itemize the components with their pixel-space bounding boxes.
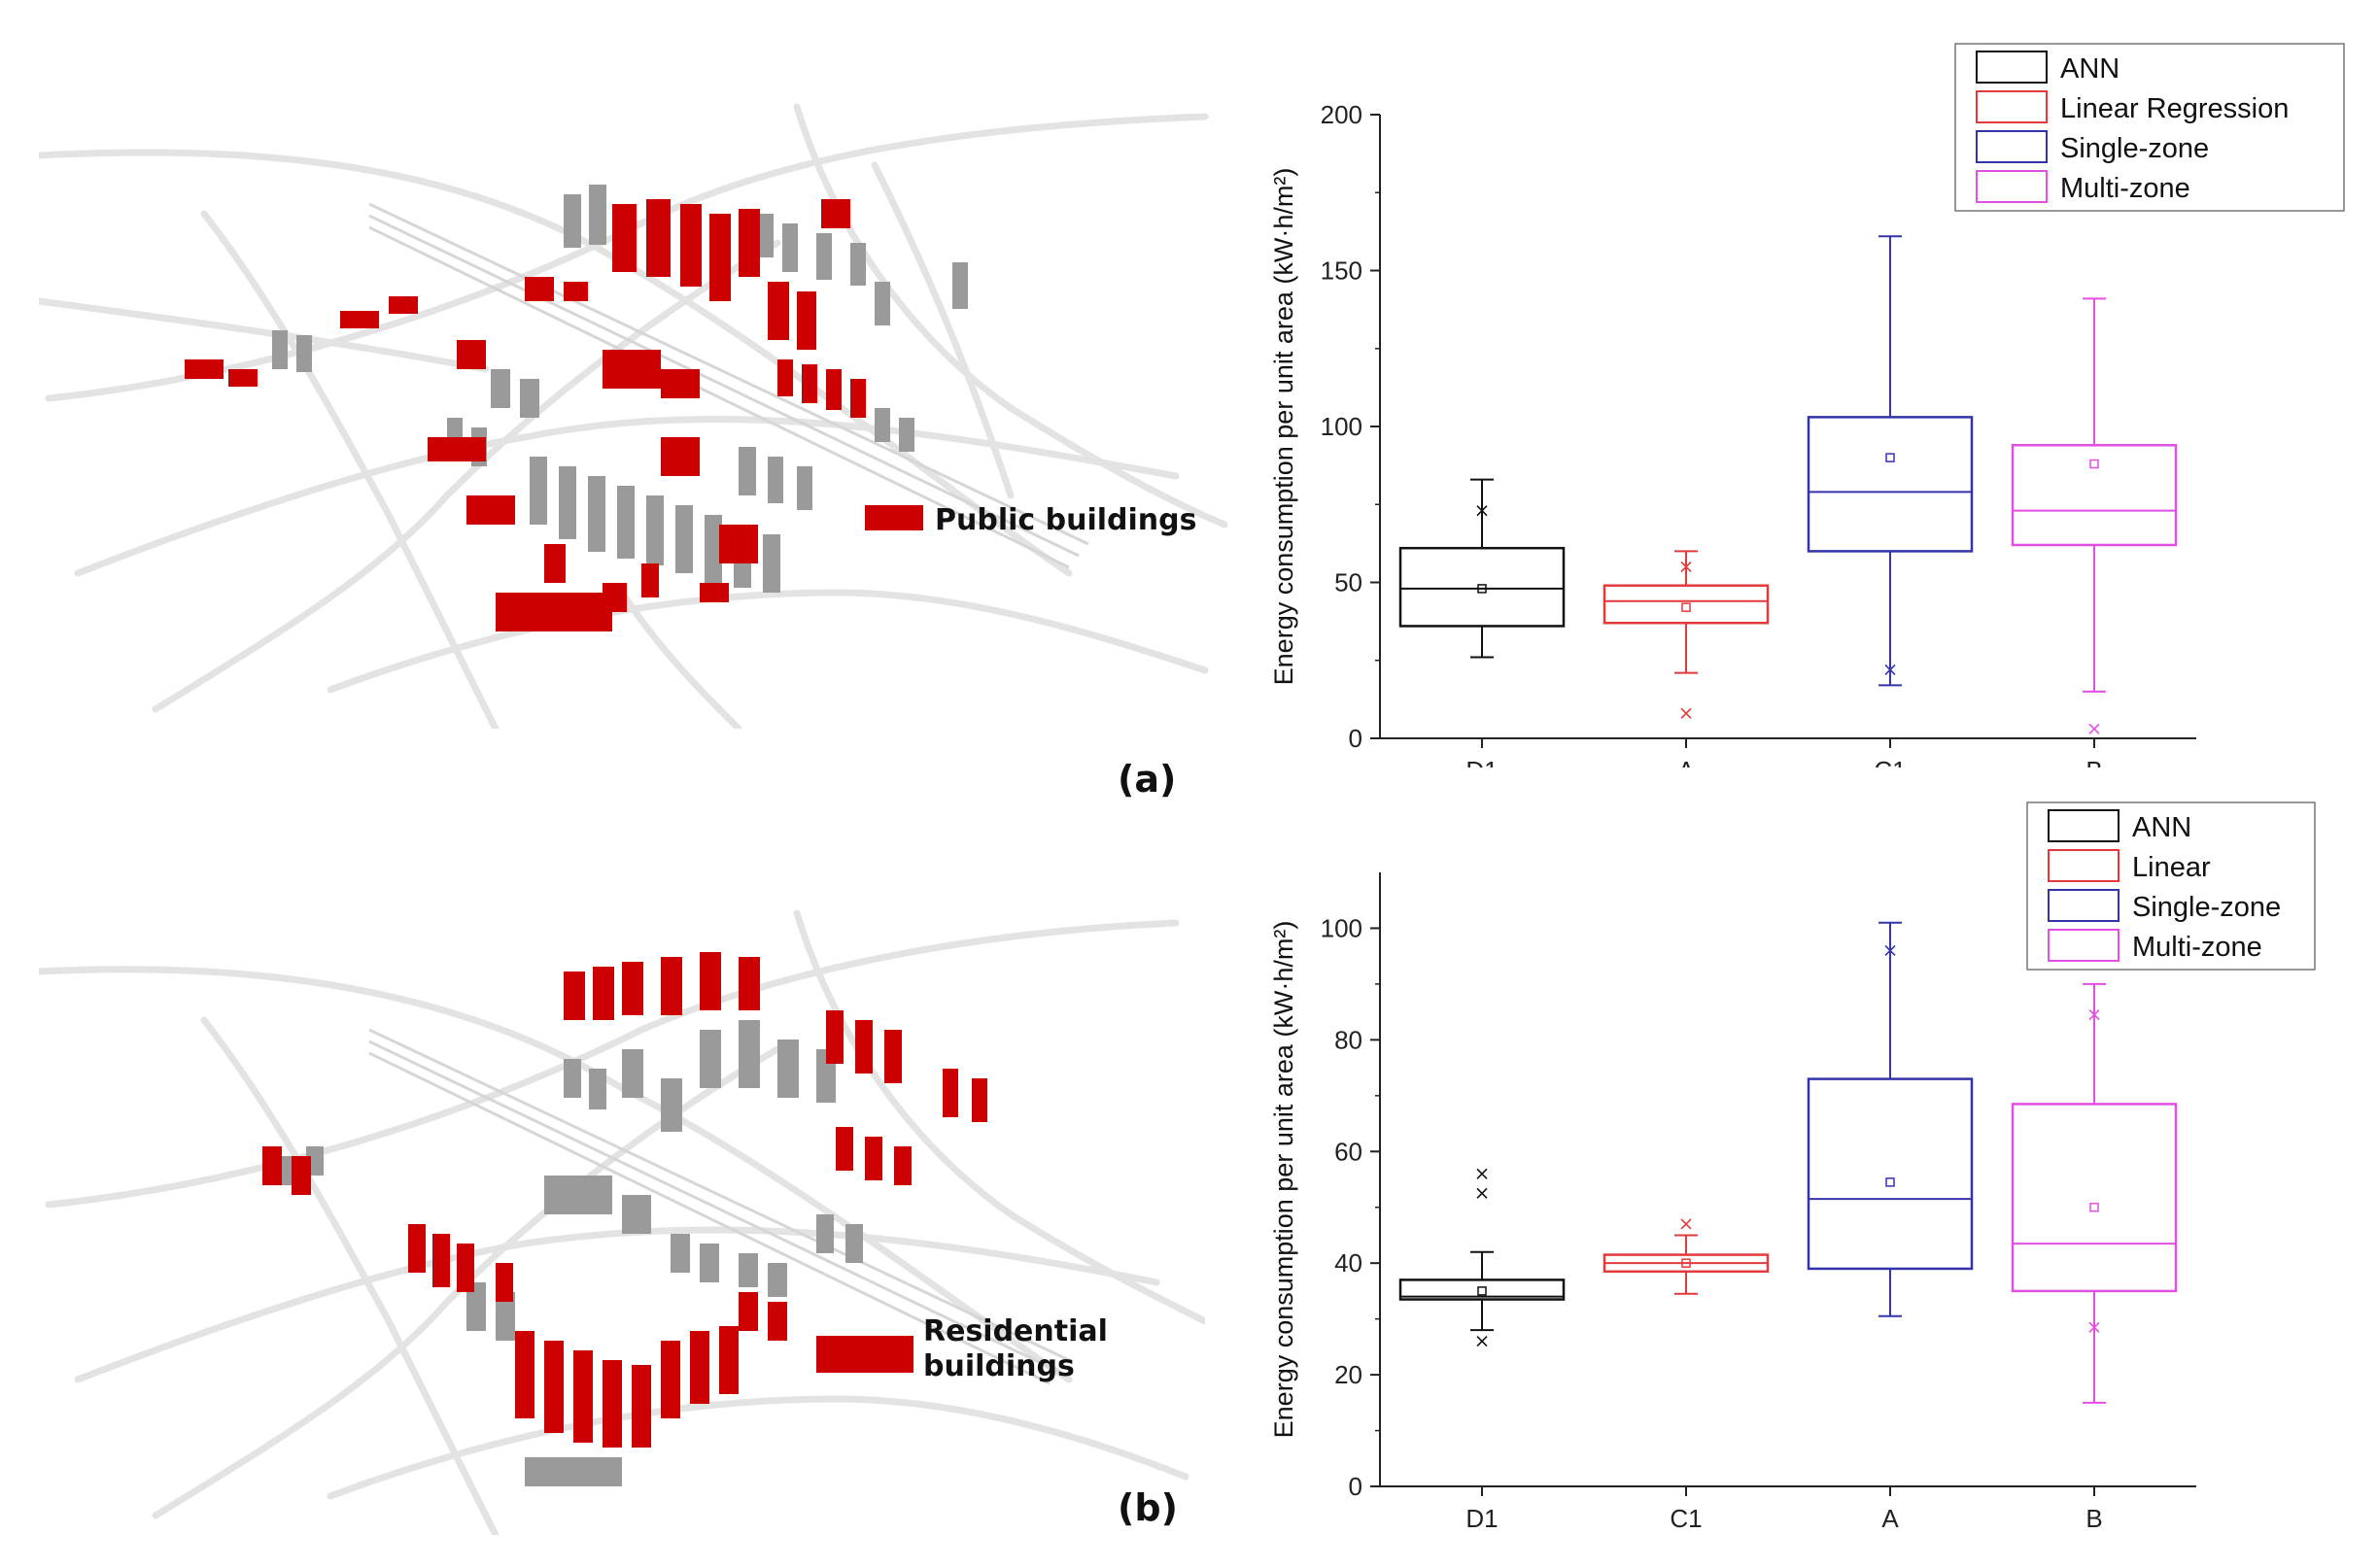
legend-swatch	[1976, 90, 2048, 123]
outlier-marker	[2088, 1321, 2100, 1333]
y-tick-label: 20	[1334, 1360, 1362, 1389]
y-tick-label: 0	[1349, 724, 1362, 753]
box-chart-public: 0 50 100 150 200 Energy consumption per unit …	[1269, 43, 2345, 767]
box-mean-marker	[1885, 453, 1895, 462]
y-tick-label: 150	[1321, 256, 1362, 286]
legend-box	[2026, 801, 2316, 971]
x-tick-label: C1	[1874, 756, 1906, 767]
public-legend-label: Public buildings	[935, 503, 1196, 537]
public-legend-swatch	[865, 505, 923, 530]
y-tick-label: 40	[1334, 1248, 1362, 1278]
box-iqr	[1398, 546, 1566, 628]
legend-label: Multi-zone	[2132, 932, 2262, 963]
outlier-marker	[1476, 1168, 1488, 1179]
outlier-marker	[1680, 561, 1692, 573]
road-network	[39, 103, 1228, 729]
x-tick-label: A	[1677, 756, 1695, 767]
residential-legend-label-line1: Residential	[923, 1314, 1108, 1348]
legend-swatch	[1976, 170, 2048, 203]
outlier-marker	[1476, 505, 1488, 517]
box-mean-marker	[1477, 584, 1487, 594]
legend-swatch	[2048, 809, 2120, 842]
legend-label: ANN	[2132, 812, 2191, 843]
residential-legend-swatch	[816, 1336, 913, 1373]
x-tick-label: A	[1881, 1504, 1899, 1533]
legend-label: Linear Regression	[2060, 93, 2289, 124]
outlier-marker	[1680, 1218, 1692, 1230]
legend-swatch	[2048, 889, 2120, 922]
y-tick-label: 100	[1321, 412, 1362, 441]
x-tick-label: D1	[1465, 756, 1498, 767]
outlier-marker	[1476, 1187, 1488, 1199]
road-network	[39, 909, 1205, 1535]
rail-tracks	[368, 1028, 1070, 1385]
legend-label: Single-zone	[2060, 133, 2209, 164]
y-tick-label: 0	[1349, 1472, 1362, 1501]
legend-label: Linear	[2132, 852, 2211, 883]
box-iqr	[1807, 1077, 1974, 1271]
box-mean-marker	[1477, 1286, 1487, 1296]
y-tick-label: 200	[1321, 100, 1362, 129]
legend-box	[1954, 43, 2345, 212]
legend-label: ANN	[2060, 53, 2120, 85]
y-axis-label: Energy consumption per unit area (kW·h/m…	[1269, 921, 1298, 1439]
box-iqr	[1807, 416, 1974, 553]
box-iqr	[1398, 1278, 1566, 1301]
residential-buildings-map: Residential buildings	[39, 909, 1205, 1535]
y-tick-label: 100	[1321, 913, 1362, 942]
panel-label-a: (a)	[1118, 758, 1177, 801]
y-axis-label: Energy consumption per unit area (kW·h/m…	[1269, 168, 1298, 686]
building-blocks	[185, 185, 968, 631]
building-blocks	[262, 952, 987, 1486]
legend-label: Multi-zone	[2060, 173, 2190, 204]
box-mean-marker	[1681, 1258, 1691, 1268]
residential-legend-label-line2: buildings	[923, 1349, 1075, 1383]
legend-swatch	[1976, 51, 2048, 84]
legend-swatch	[2048, 849, 2120, 882]
box-mean-marker	[1681, 602, 1691, 612]
outlier-marker	[2088, 1008, 2100, 1021]
box-iqr	[2011, 444, 2178, 547]
public-buildings-map: Public buildings	[39, 103, 1228, 729]
legend-swatch	[1976, 130, 2048, 163]
x-tick-label: B	[2085, 756, 2102, 767]
legend-label: Single-zone	[2132, 892, 2281, 923]
y-tick-label: 80	[1334, 1025, 1362, 1054]
legend-swatch	[2048, 929, 2120, 962]
panel-label-b: (b)	[1118, 1486, 1178, 1529]
x-tick-label: B	[2085, 1504, 2102, 1533]
outlier-marker	[2088, 723, 2100, 734]
outlier-marker	[1884, 944, 1896, 957]
y-tick-label: 50	[1334, 568, 1362, 597]
box-iqr	[1603, 584, 1770, 625]
box-mean-marker	[1885, 1177, 1895, 1187]
outlier-marker	[1884, 664, 1896, 675]
box-chart-residential: 0 20 40 60 80 100 Energy consumption per unit …	[1269, 801, 2316, 1533]
outlier-marker	[1680, 707, 1692, 719]
box-iqr	[2011, 1103, 2178, 1293]
outlier-marker	[1476, 1336, 1488, 1347]
y-tick-label: 60	[1334, 1137, 1362, 1166]
rail-tracks	[368, 202, 1089, 569]
box-mean-marker	[2089, 1202, 2099, 1212]
x-tick-label: D1	[1465, 1504, 1498, 1533]
box-mean-marker	[2089, 459, 2099, 469]
x-tick-label: C1	[1670, 1504, 1702, 1533]
